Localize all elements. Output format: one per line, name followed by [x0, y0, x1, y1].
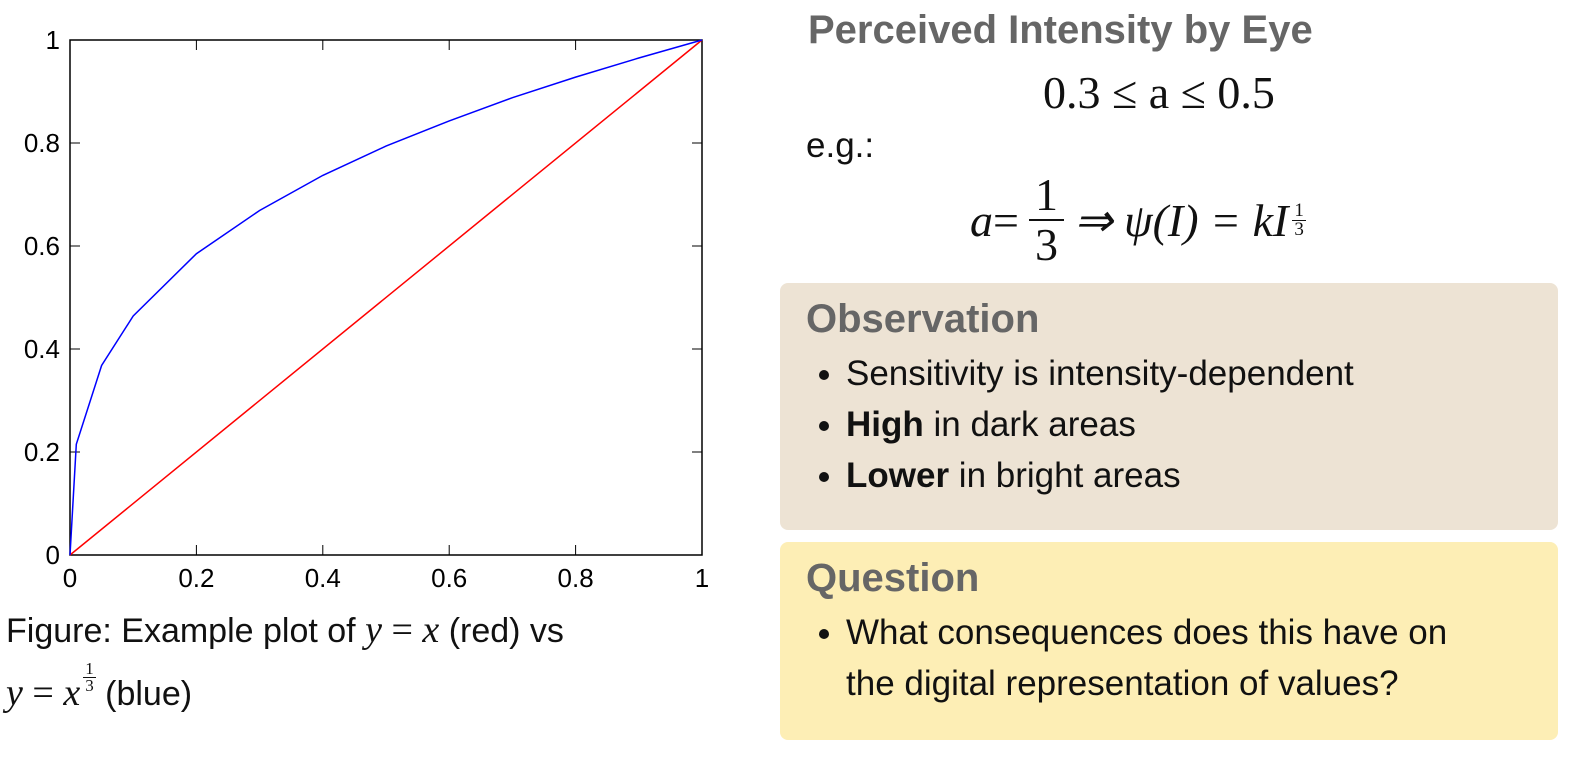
slide-title: Perceived Intensity by Eye — [808, 8, 1313, 52]
observation-block: Observation Sensitivity is intensity-dep… — [780, 283, 1558, 530]
power-law-plot: 0 0.2 0.4 0.6 0.8 1 0 0.2 0.4 0.6 0.8 1 — [24, 25, 709, 593]
x-tick-label: 0.8 — [558, 563, 594, 593]
y-tick-label: 0.6 — [24, 231, 60, 261]
x-tick-label: 0.6 — [431, 563, 467, 593]
question-block: Question What consequences does this hav… — [780, 542, 1558, 740]
caption-x: x — [422, 609, 440, 651]
range-formula: 0.3 ≤ a ≤ 0.5 — [1043, 67, 1275, 118]
item-bold: Lower — [846, 456, 950, 495]
plot-series — [69, 39, 703, 556]
item-bold: High — [846, 405, 924, 444]
formula-den: 3 — [1034, 219, 1058, 270]
observation-item: High in dark areas — [846, 399, 1532, 450]
caption-red: (red) vs — [439, 612, 564, 650]
plot-frame — [69, 39, 703, 556]
formula-a: a — [970, 194, 993, 246]
observation-item: Lower in bright areas — [846, 450, 1532, 501]
x-tick-label: 0.2 — [178, 563, 214, 593]
observation-item: Sensitivity is intensity-dependent — [846, 348, 1532, 399]
item-text: in dark areas — [923, 405, 1136, 444]
figure-caption: Figure: Example plot of y = x (red) vs y… — [6, 600, 686, 724]
item-text: Sensitivity is intensity-dependent — [846, 354, 1354, 393]
caption-prefix: Figure: Example plot of — [6, 612, 366, 650]
observation-title: Observation — [806, 297, 1040, 341]
caption-y2: y — [6, 672, 23, 714]
caption-exponent-num: 1 — [83, 659, 96, 678]
formula-equals: = — [993, 194, 1019, 246]
example-label: e.g.: — [806, 126, 875, 165]
question-title: Question — [806, 556, 980, 600]
series-line-cube-root — [69, 39, 703, 556]
plot-ticks: 0 0.2 0.4 0.6 0.8 1 0 0.2 0.4 0.6 0.8 1 — [24, 25, 709, 593]
y-tick-label: 0.8 — [24, 128, 60, 158]
caption-equals2: = — [22, 672, 64, 714]
caption-exponent-den: 3 — [85, 676, 94, 695]
formula-rhs: ⇒ ψ(I) = kI — [1073, 195, 1289, 246]
formula-num: 1 — [1028, 171, 1064, 221]
caption-equals: = — [381, 609, 423, 651]
question-list: What consequences does this have on the … — [806, 607, 1532, 709]
series-line-linear — [69, 39, 703, 556]
caption-blue: (blue) — [95, 675, 193, 713]
formula-exp-den: 3 — [1294, 218, 1304, 240]
y-tick-label: 0 — [46, 540, 60, 570]
y-tick-label: 1 — [46, 25, 60, 55]
x-tick-label: 1 — [695, 563, 709, 593]
item-text: in bright areas — [949, 456, 1181, 495]
observation-list: Sensitivity is intensity-dependent High … — [806, 348, 1532, 501]
y-tick-label: 0.4 — [24, 334, 60, 364]
x-tick-label: 0 — [63, 563, 77, 593]
formula-exp-num: 1 — [1292, 199, 1306, 221]
caption-y: y — [365, 609, 382, 651]
y-tick-label: 0.2 — [24, 437, 60, 467]
caption-x2: x — [63, 672, 81, 714]
question-item: What consequences does this have on the … — [846, 607, 1486, 709]
x-tick-label: 0.4 — [305, 563, 341, 593]
